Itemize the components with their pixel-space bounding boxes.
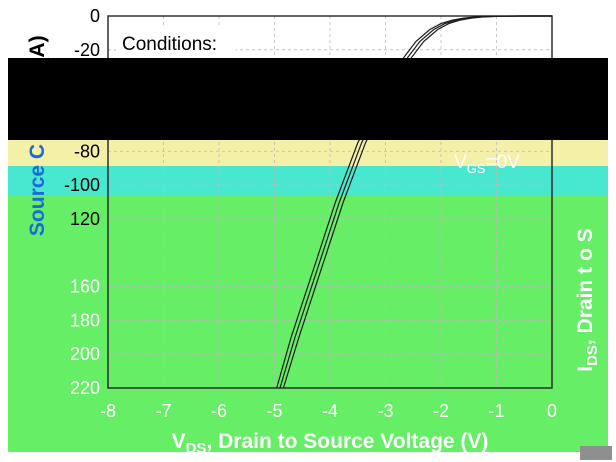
x-tick-label: -7 [155, 401, 171, 421]
y-tick-label: -20 [74, 40, 100, 60]
conditions-box [116, 28, 236, 56]
occlusion-block [8, 58, 608, 140]
x-tick-label: -2 [433, 401, 449, 421]
plot-frame [107, 15, 553, 389]
x-tick-label: -4 [322, 401, 338, 421]
tick-labels: -8 -7 -6 -5 -4 -3 -2 -1 00-20-80-100120160180200… [64, 6, 557, 421]
x-tick-label: -8 [100, 401, 116, 421]
conditions-label: Conditions: [122, 34, 217, 55]
x-tick-label: -5 [266, 401, 282, 421]
y-tick-label: 0 [90, 6, 100, 26]
x-tick-label: -1 [488, 401, 504, 421]
x-tick-label: -3 [377, 401, 393, 421]
y-tick-label: 200 [70, 344, 100, 364]
y-tick-label: 180 [70, 310, 100, 330]
y-axis-label-right: IDS, Drain to S [574, 228, 601, 372]
x-tick-label: -6 [211, 401, 227, 421]
series-line-3 [282, 15, 552, 389]
y-axis-label-left: Source C [26, 144, 49, 236]
vgs-annotation: VGS=0V [454, 152, 520, 176]
y-tick-label: 160 [70, 277, 100, 297]
corner-swatch [580, 446, 612, 460]
x-axis-label: VDS, Drain to Source Voltage (V) [172, 430, 489, 457]
y-tick-label: 120 [70, 209, 100, 229]
series-lines [276, 15, 552, 389]
y-tick-label: 220 [70, 378, 100, 398]
y-axis-unit: (A) [26, 35, 49, 64]
y-tick-label: -100 [64, 175, 100, 195]
y-tick-label: -80 [74, 141, 100, 161]
x-tick-label: 0 [547, 401, 557, 421]
